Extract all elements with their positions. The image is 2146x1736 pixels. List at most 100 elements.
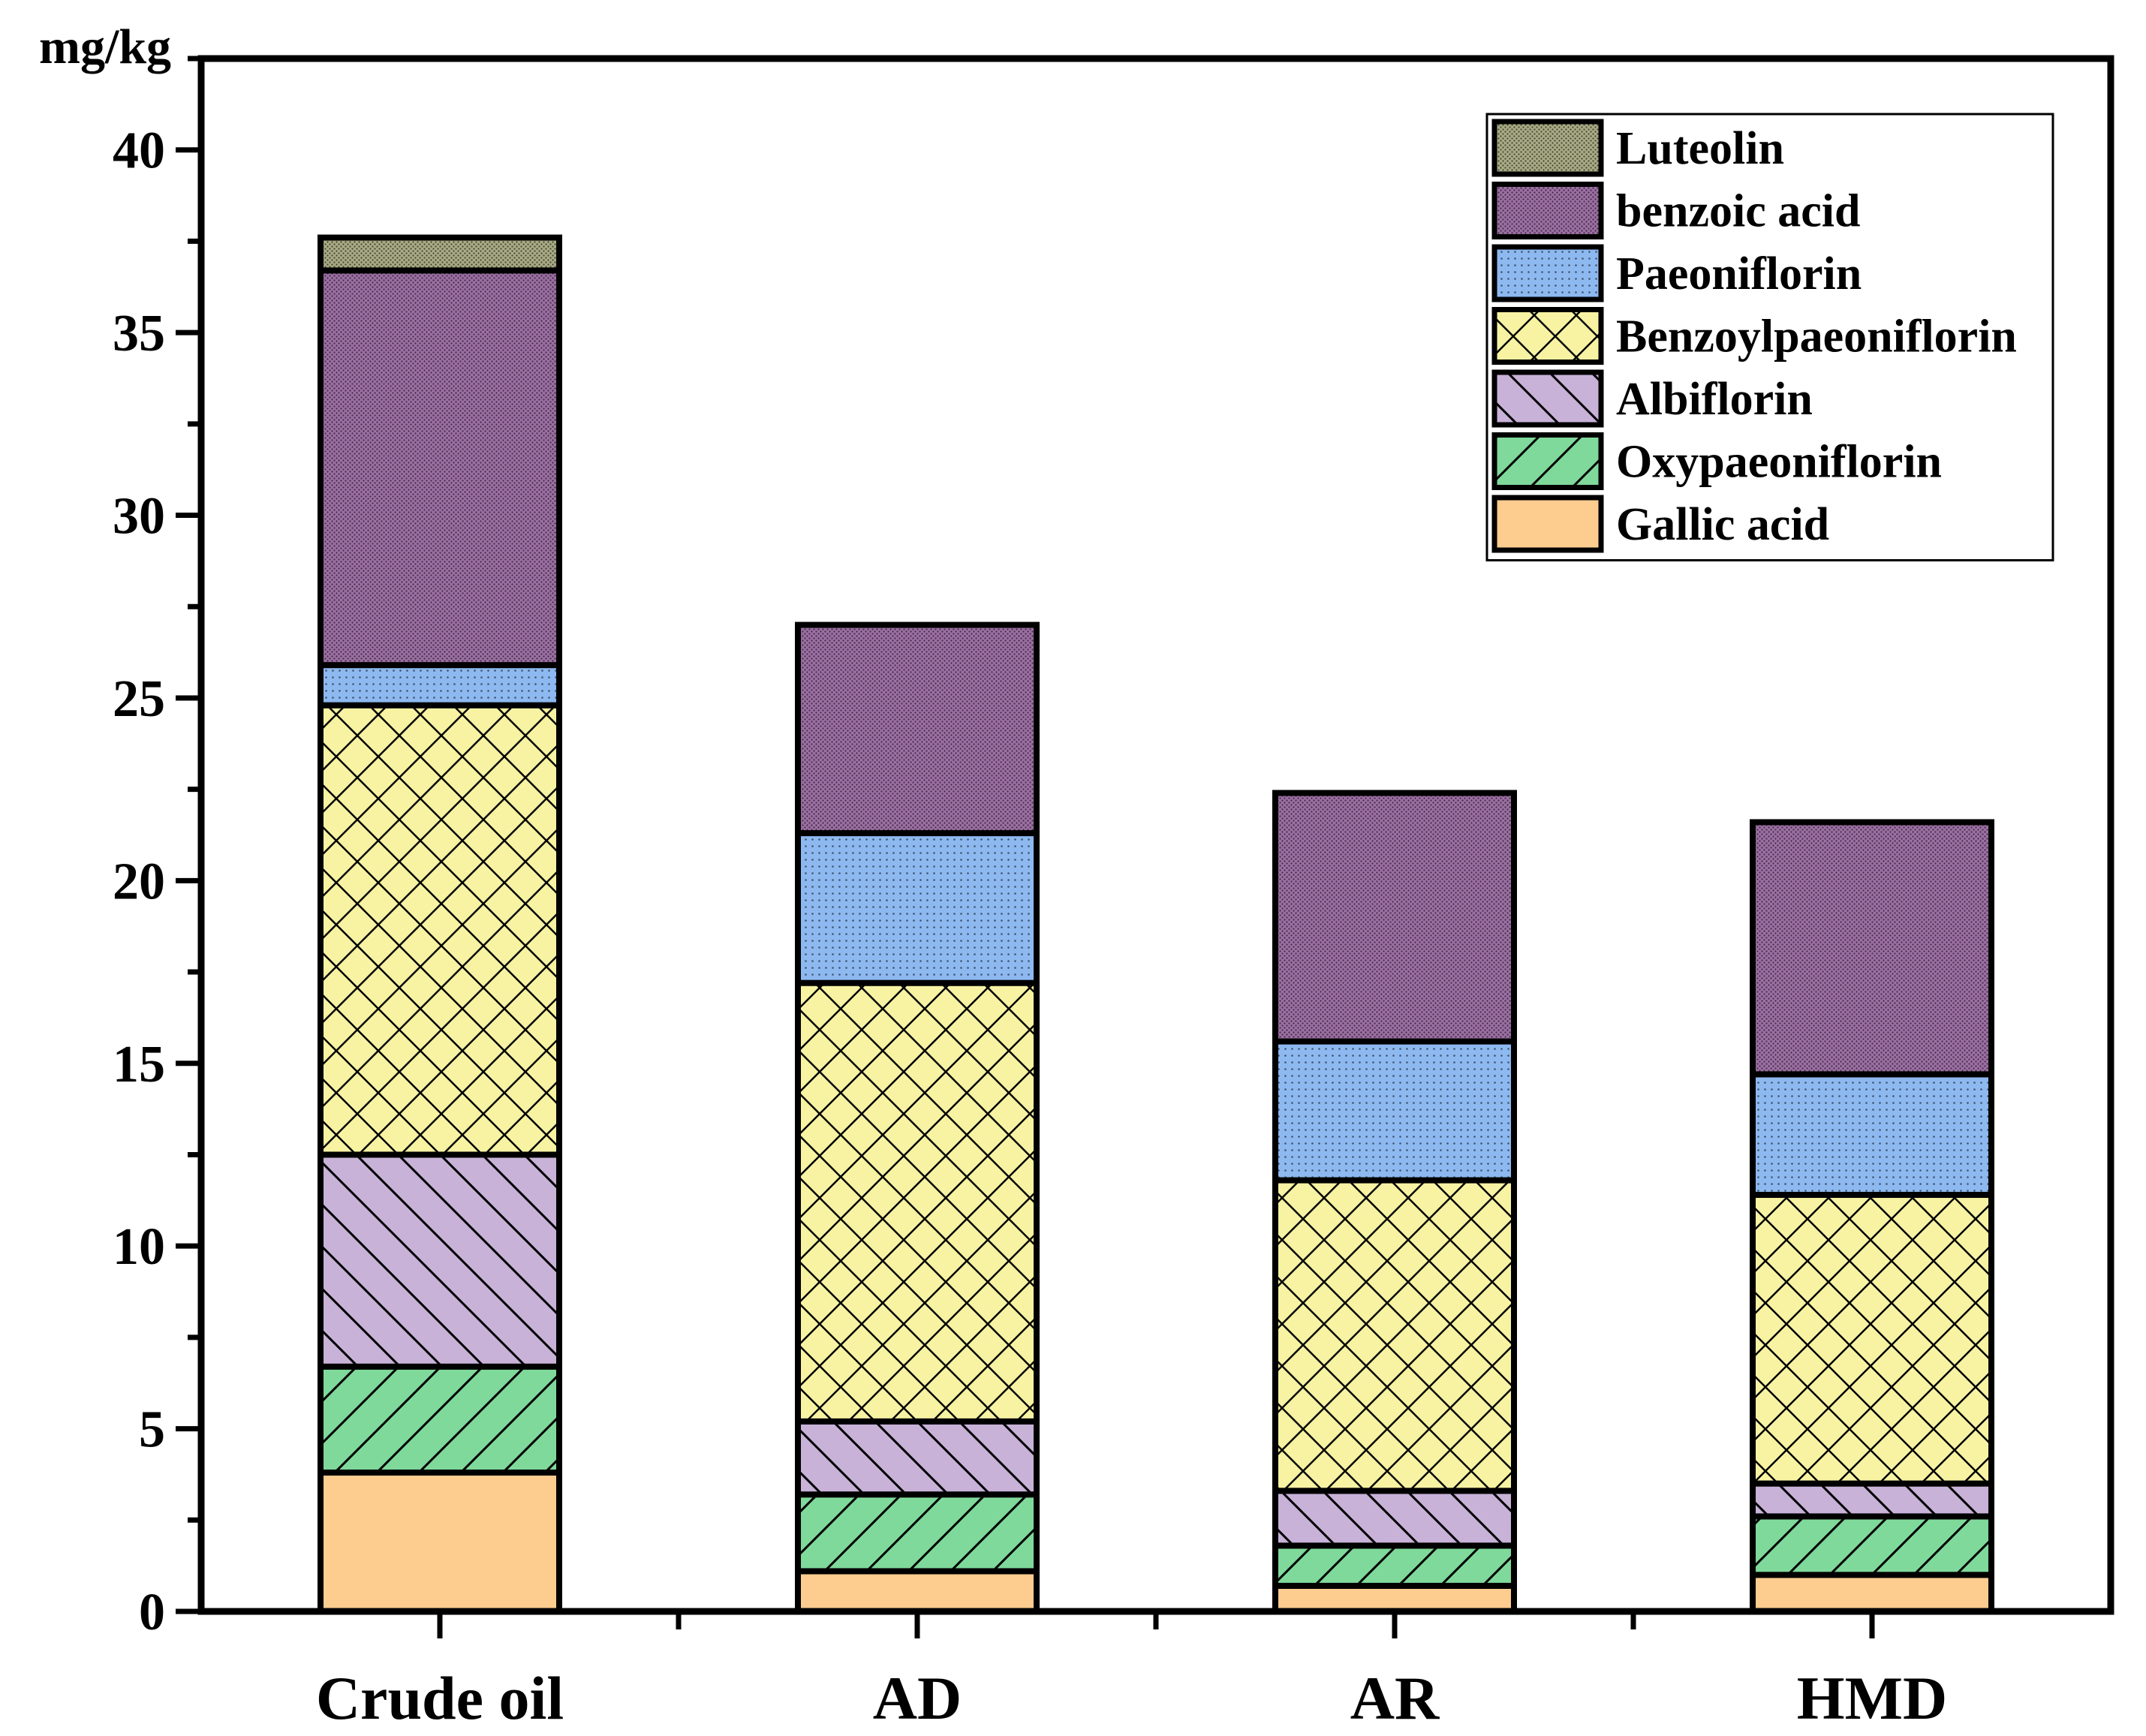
bar-hmd-paeoniflorin	[1750, 1071, 1994, 1199]
bar-segment-fill	[321, 1473, 559, 1611]
legend-label: Oxypaeoniflorin	[1616, 437, 1942, 488]
bar-ar-benzoic-acid	[1272, 790, 1517, 1045]
legend-item-luteolin: Luteolin	[1491, 119, 1784, 177]
bar-ad-oxypaeoniflorin	[795, 1491, 1040, 1575]
y-axis-label: mg/kg	[39, 20, 171, 74]
legend-swatch-pattern	[1494, 122, 1601, 174]
bar-segment-pattern	[1275, 1545, 1514, 1586]
bar-crude-oil-albiflorin	[318, 1151, 562, 1370]
bar-crude-oil-paeoniflorin	[318, 662, 562, 709]
bar-ar-paeoniflorin	[1272, 1038, 1517, 1184]
bar-crude-oil-gallic-acid	[318, 1470, 562, 1615]
bar-hmd-benzoic-acid	[1750, 819, 1994, 1078]
bar-segment-pattern	[1275, 1041, 1514, 1181]
y-tick-label: 20	[113, 853, 165, 910]
legend-item-albiflorin: Albiflorin	[1491, 369, 1813, 428]
bar-ad-paeoniflorin	[795, 830, 1040, 986]
bar-segment-pattern	[1275, 1180, 1514, 1491]
legend-label: Benzoylpaeoniflorin	[1616, 311, 2017, 363]
y-tick-label: 30	[113, 488, 165, 546]
legend: Luteolin benzoic acid Paeoniflorin Benzoylp…	[1485, 113, 2054, 561]
legend-label: Luteolin	[1616, 123, 1784, 174]
legend-swatch-pattern	[1494, 435, 1601, 488]
legend-label: Albiflorin	[1616, 374, 1813, 425]
bar-segment-pattern	[321, 1366, 559, 1473]
bar-hmd-benzoylpaeoniflorin	[1750, 1192, 1994, 1487]
bar-hmd-oxypaeoniflorin	[1750, 1513, 1994, 1578]
legend-swatch-outline	[1491, 307, 1604, 365]
bar-segment-pattern	[321, 705, 559, 1155]
y-tick-label: 35	[113, 305, 165, 363]
bars-layer	[318, 234, 1994, 1615]
legend-item-paeoniflorin: Paeoniflorin	[1491, 244, 1862, 302]
legend-item-oxypaeoniflorin: Oxypaeoniflorin	[1491, 432, 1942, 490]
y-tick-label: 10	[113, 1218, 165, 1276]
bar-segment-outline	[1272, 790, 1517, 1045]
bar-ad-benzoic-acid	[795, 621, 1040, 837]
bar-segment-pattern	[1753, 822, 1991, 1075]
bar-ar-benzoylpaeoniflorin	[1272, 1177, 1517, 1494]
bar-ar-albiflorin	[1272, 1488, 1517, 1549]
legend-swatch-outline	[1491, 369, 1604, 428]
legend-swatch-outline	[1491, 182, 1604, 239]
bar-segment-pattern	[1753, 1195, 1991, 1484]
x-category-label: AR	[1350, 1664, 1440, 1732]
bar-segment-pattern	[798, 1494, 1037, 1572]
bar-segment-fill	[1753, 1575, 1991, 1611]
legend-item-benzoylpaeoniflorin: Benzoylpaeoniflorin	[1491, 307, 2017, 365]
bar-segment-fill	[1275, 1585, 1514, 1611]
legend-swatch-outline	[1491, 432, 1604, 490]
x-category-label: HMD	[1797, 1664, 1947, 1732]
bar-segment-pattern	[798, 1421, 1037, 1495]
legend-swatch-outline	[1491, 119, 1604, 177]
bar-hmd-albiflorin	[1750, 1480, 1994, 1520]
legend-label: Gallic acid	[1616, 499, 1829, 550]
legend-swatch-pattern	[1494, 309, 1601, 363]
bar-segment-pattern	[321, 270, 559, 666]
legend-label: benzoic acid	[1616, 186, 1860, 237]
bar-segment-pattern	[798, 624, 1037, 834]
legend-label: Paeoniflorin	[1616, 248, 1862, 299]
bar-segment-pattern	[798, 982, 1037, 1422]
bar-crude-oil-luteolin	[318, 234, 562, 274]
bar-segment-pattern	[1753, 1074, 1991, 1196]
bar-segment-pattern	[798, 833, 1037, 983]
bar-crude-oil-benzoic-acid	[318, 267, 562, 669]
bar-ad-albiflorin	[795, 1418, 1040, 1498]
legend-swatch-pattern	[1494, 184, 1601, 237]
bar-ad-benzoylpaeoniflorin	[795, 979, 1040, 1425]
y-tick-label: 15	[113, 1036, 165, 1094]
bar-segment-outline	[795, 621, 1040, 837]
bar-segment-outline	[318, 234, 562, 274]
bar-segment-pattern	[321, 237, 559, 271]
legend-swatch	[1494, 498, 1601, 550]
legend-swatch-outline	[1491, 244, 1604, 302]
legend-item-benzoic-acid: benzoic acid	[1491, 182, 1860, 239]
bar-segment-pattern	[1753, 1483, 1991, 1517]
bar-segment-pattern	[1275, 1491, 1514, 1546]
axes-layer: 0 5 10 15 20 25 30 35 40 Crude oil AD AR HMD mg/kg	[39, 20, 2114, 1732]
legend-swatch-pattern	[1494, 372, 1601, 425]
bar-crude-oil-benzoylpaeoniflorin	[318, 702, 562, 1158]
bar-ad-gallic-acid	[795, 1568, 1040, 1615]
bar-crude-oil-oxypaeoniflorin	[318, 1363, 562, 1476]
legend-swatch-pattern	[1494, 247, 1601, 299]
y-tick-label: 0	[139, 1584, 165, 1641]
bar-segment-pattern	[321, 665, 559, 706]
bar-segment-pattern	[1275, 793, 1514, 1042]
x-category-label: AD	[873, 1664, 962, 1732]
x-category-label: Crude oil	[316, 1664, 564, 1732]
bar-segment-outline	[1750, 819, 1994, 1078]
y-tick-label: 25	[113, 670, 165, 728]
y-tick-label: 5	[139, 1401, 165, 1459]
y-tick-label: 40	[113, 122, 165, 180]
bar-segment-fill	[798, 1571, 1037, 1611]
bar-ar-gallic-acid	[1272, 1582, 1517, 1615]
bar-segment-pattern	[321, 1154, 559, 1367]
bar-hmd-gallic-acid	[1750, 1572, 1994, 1614]
bar-ar-oxypaeoniflorin	[1272, 1542, 1517, 1589]
legend-swatch-outline	[1491, 495, 1604, 553]
bar-segment-pattern	[1753, 1516, 1991, 1575]
